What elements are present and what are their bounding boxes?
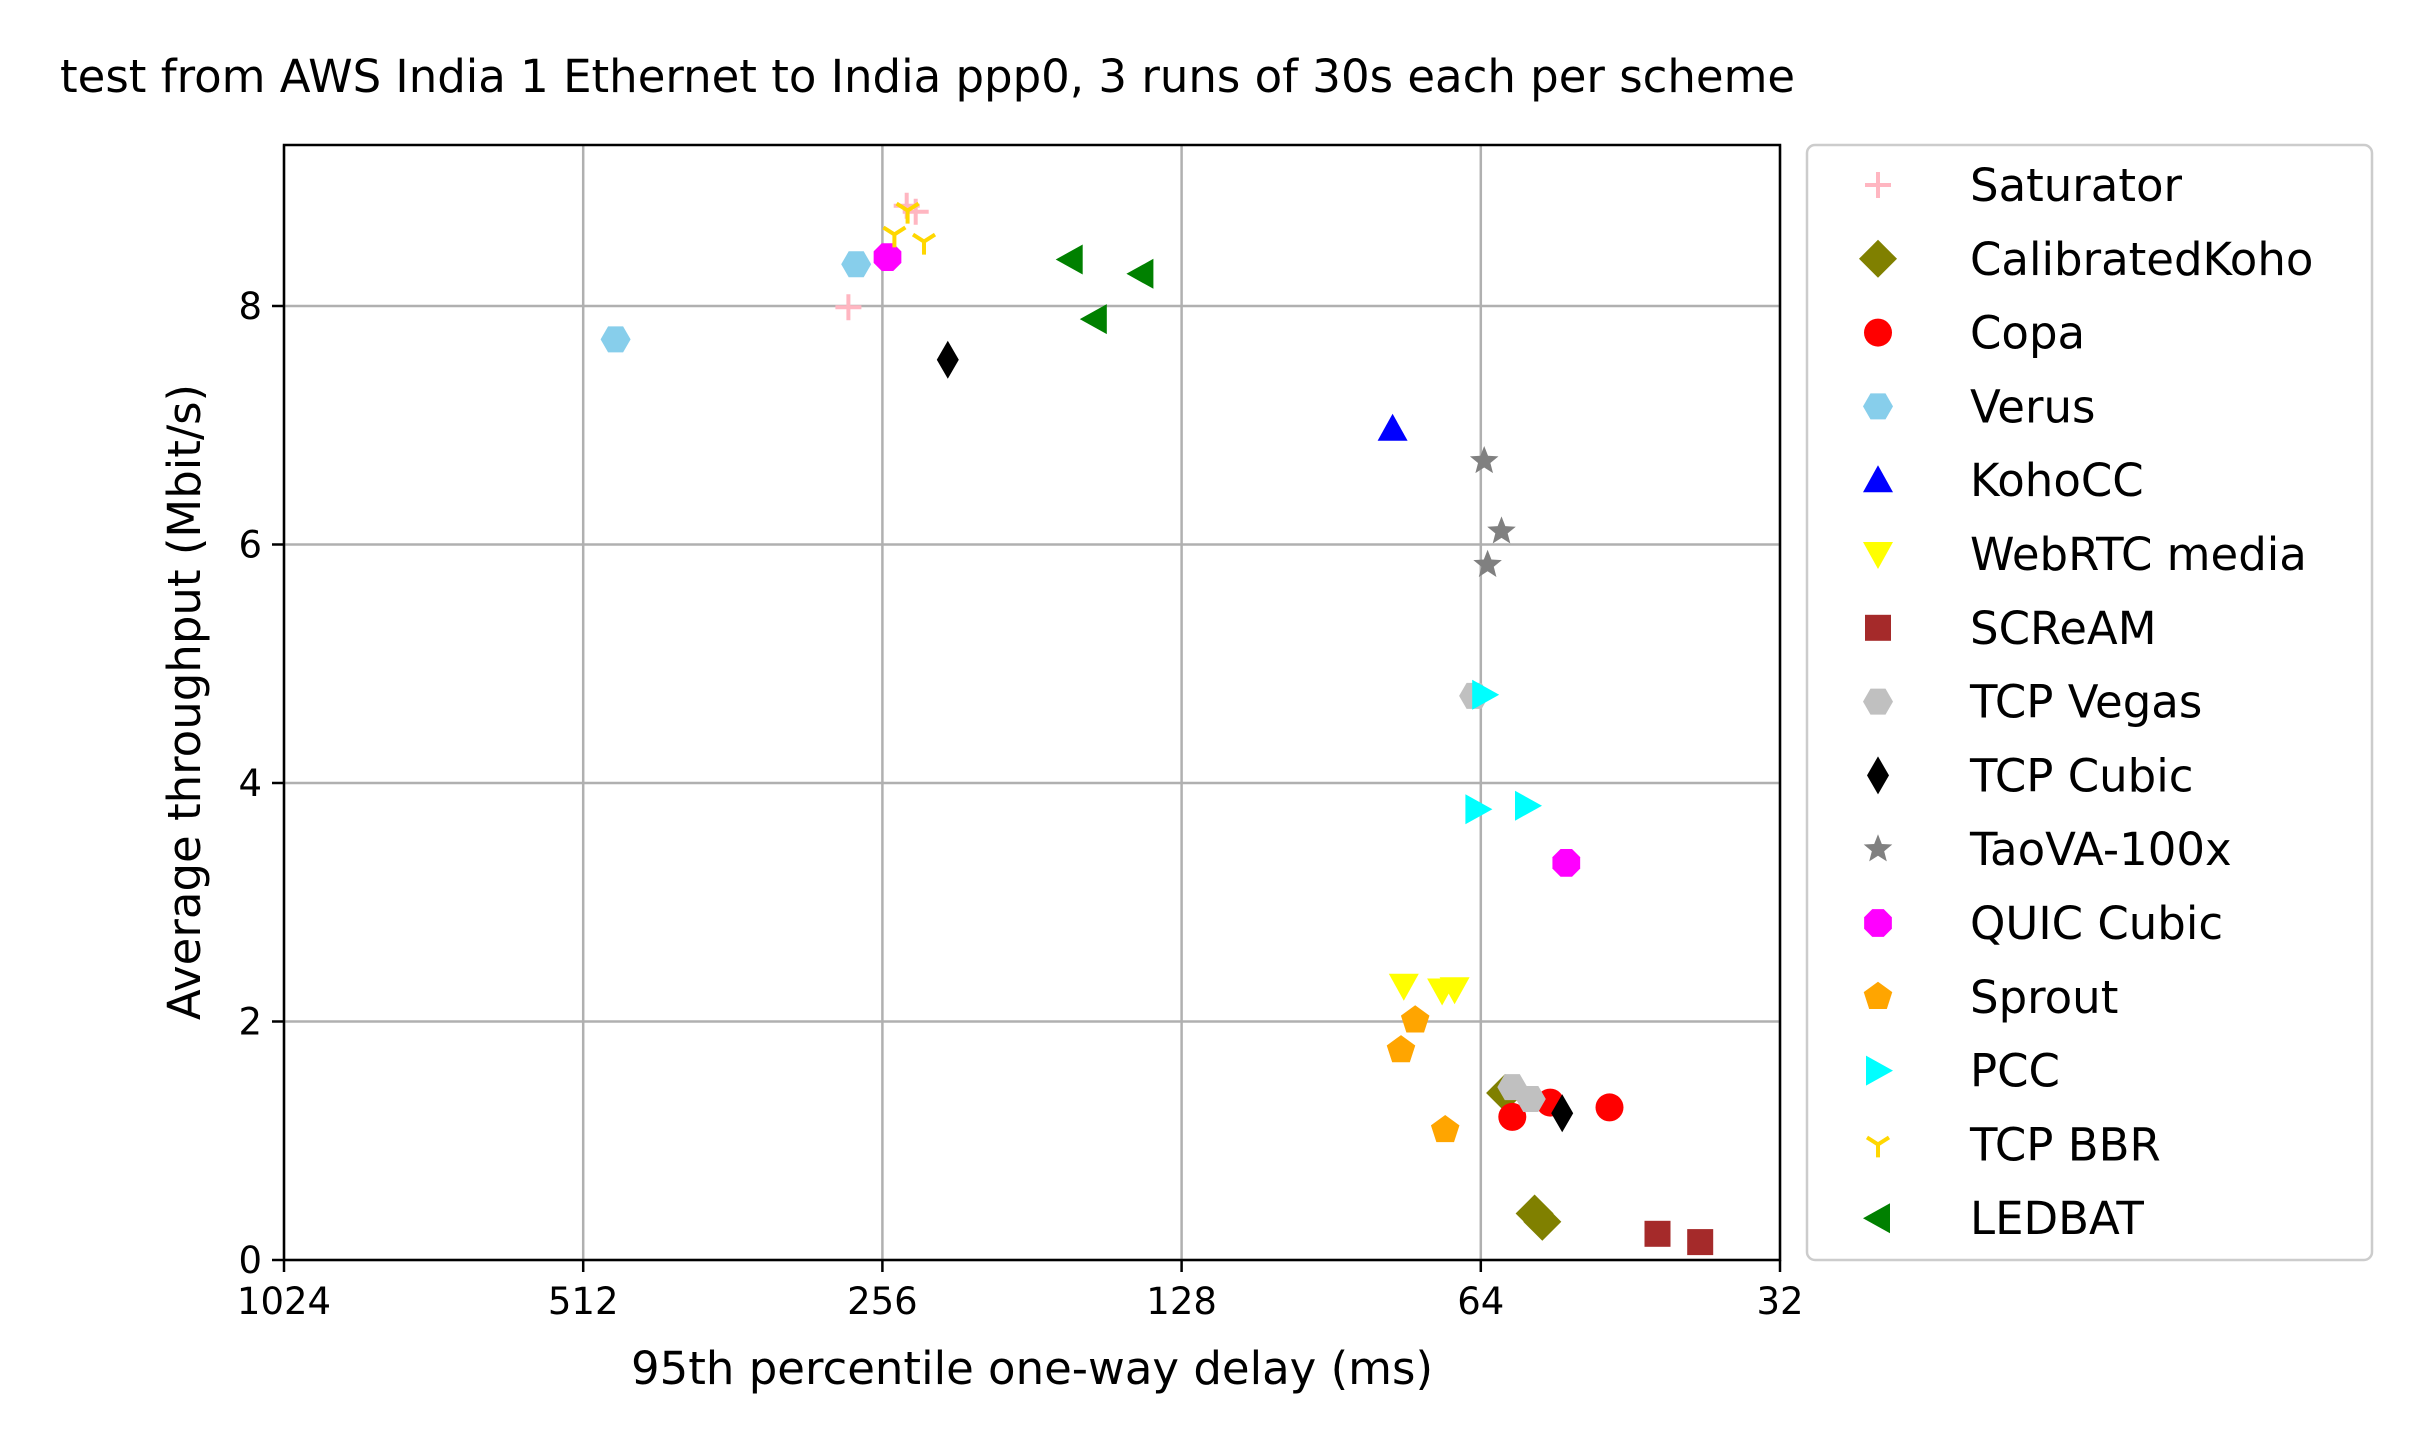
data-points: [600, 192, 1714, 1256]
point-taova-100x: [1469, 446, 1499, 474]
legend-label: TCP BBR: [1969, 1118, 2161, 1171]
legend-marker-pcc: [1866, 1055, 1893, 1086]
point-tcp-vegas: [1515, 1086, 1546, 1112]
legend-item-verus: Verus: [1863, 380, 2095, 433]
point-quic-cubic: [1552, 849, 1581, 877]
point-pcc: [1465, 794, 1493, 825]
legend-marker-tcp-bbr: [1865, 1135, 1891, 1158]
legend-marker-quic-cubic: [1864, 909, 1892, 937]
point-calibratedkoho: [1523, 1202, 1562, 1241]
legend-marker-copa: [1864, 318, 1892, 347]
legend-marker-scream: [1865, 614, 1891, 641]
legend-item-pcc: PCC: [1866, 1045, 2060, 1098]
legend-label: PCC: [1970, 1045, 2060, 1098]
point-tcp-cubic: [936, 340, 959, 379]
x-tick-label: 32: [1756, 1280, 1803, 1323]
x-tick-label: 256: [847, 1280, 918, 1323]
y-axis-label: Average throughput (Mbit/s): [158, 384, 211, 1020]
legend-label: CalibratedKoho: [1970, 233, 2313, 286]
legend-marker-tcp-cubic: [1867, 756, 1889, 795]
legend-item-sprout: Sprout: [1863, 971, 2118, 1024]
point-ledbat: [1126, 258, 1154, 289]
legend-label: TCP Vegas: [1969, 676, 2202, 729]
point-tcp-bbr: [882, 225, 907, 248]
point-taova-100x: [1487, 516, 1516, 544]
legend-item-taova-100x: TaoVA-100x: [1863, 823, 2232, 876]
legend: Saturator CalibratedKoho Copa Verus KohoCC We…: [1805, 143, 2374, 1262]
point-tcp-cubic: [1551, 1094, 1574, 1133]
x-tick-label: 64: [1457, 1280, 1504, 1323]
point-scream: [1644, 1220, 1671, 1247]
legend-item-saturator: Saturator: [1865, 159, 2183, 212]
x-axis-label: 95th percentile one-way delay (ms): [631, 1342, 1433, 1395]
y-tick-label: 8: [238, 285, 262, 328]
legend-label: TaoVA-100x: [1969, 823, 2232, 876]
point-copa: [1498, 1102, 1527, 1131]
point-pcc: [1515, 790, 1542, 821]
y-tick-label: 0: [238, 1239, 262, 1282]
legend-item-tcp-vegas: TCP Vegas: [1863, 676, 2202, 729]
point-tcp-bbr: [911, 232, 937, 255]
legend-marker-sprout: [1863, 981, 1893, 1009]
legend-marker-taova-100x: [1863, 834, 1893, 862]
legend-label: TCP Cubic: [1969, 749, 2193, 802]
point-scream: [1687, 1229, 1714, 1256]
point-webrtc-media: [1439, 977, 1470, 1005]
chart-title: test from AWS India 1 Ethernet to India …: [60, 50, 1795, 103]
legend-item-kohocc: KohoCC: [1863, 454, 2144, 507]
legend-label: Copa: [1970, 307, 2085, 360]
legend-label: Sprout: [1970, 971, 2118, 1024]
point-saturator: [835, 294, 862, 321]
legend-label: Verus: [1970, 380, 2095, 433]
y-tick-label: 6: [238, 523, 262, 566]
axis-ticks: 1024 512 256 128 64 32 0 2 4 6 8: [237, 285, 1804, 1323]
point-verus: [600, 326, 631, 353]
legend-label: KohoCC: [1970, 454, 2144, 507]
legend-item-ledbat: LEDBAT: [1863, 1192, 2144, 1245]
point-tcp-bbr: [895, 201, 920, 224]
legend-item-webrtc-media: WebRTC media: [1863, 528, 2307, 581]
legend-marker-saturator: [1865, 172, 1891, 198]
legend-marker-verus: [1863, 393, 1893, 420]
legend-item-quic-cubic: QUIC Cubic: [1864, 897, 2223, 950]
legend-marker-calibratedkoho: [1859, 239, 1897, 278]
legend-label: QUIC Cubic: [1970, 897, 2223, 950]
y-tick-label: 4: [238, 762, 262, 805]
point-ledbat: [1055, 244, 1083, 275]
legend-item-tcp-cubic: TCP Cubic: [1867, 749, 2193, 802]
legend-label: WebRTC media: [1970, 528, 2307, 581]
legend-item-tcp-bbr: TCP BBR: [1865, 1118, 2161, 1171]
x-tick-label: 512: [548, 1280, 619, 1323]
point-taova-100x: [1473, 549, 1502, 577]
point-verus: [841, 251, 872, 278]
point-sprout: [1430, 1115, 1460, 1143]
point-sprout: [1400, 1005, 1430, 1033]
point-copa: [1595, 1093, 1624, 1122]
point-ledbat: [1079, 304, 1107, 335]
legend-item-calibratedkoho: CalibratedKoho: [1859, 233, 2313, 286]
legend-label: SCReAM: [1970, 602, 2157, 655]
legend-marker-kohocc: [1863, 465, 1893, 493]
point-webrtc-media: [1388, 973, 1419, 1001]
x-tick-label: 1024: [237, 1280, 331, 1323]
legend-marker-webrtc-media: [1863, 542, 1893, 569]
y-tick-label: 2: [238, 1000, 262, 1043]
point-pcc: [1472, 679, 1500, 710]
point-sprout: [1386, 1035, 1416, 1063]
legend-frame: [1805, 143, 2374, 1262]
point-kohocc: [1377, 413, 1408, 441]
point-quic-cubic: [873, 243, 902, 271]
legend-item-copa: Copa: [1864, 307, 2085, 360]
plot-frame: [282, 143, 1782, 1262]
legend-marker-tcp-vegas: [1863, 688, 1893, 715]
legend-marker-ledbat: [1863, 1203, 1890, 1234]
x-tick-label: 128: [1146, 1280, 1217, 1323]
legend-label: LEDBAT: [1970, 1192, 2144, 1245]
legend-label: Saturator: [1970, 159, 2183, 212]
legend-item-scream: SCReAM: [1865, 602, 2157, 655]
